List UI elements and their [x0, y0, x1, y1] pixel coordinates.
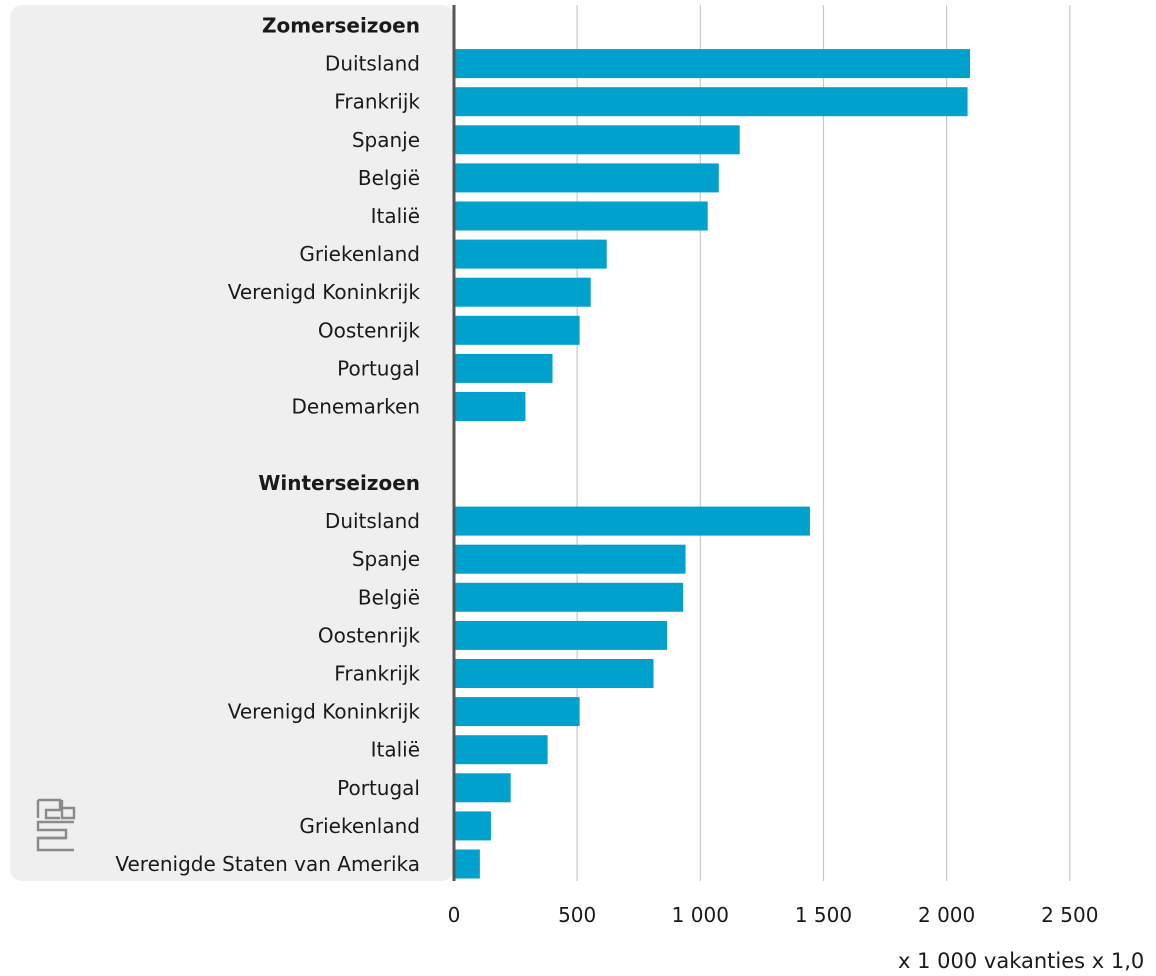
category-label: Portugal — [337, 356, 420, 380]
group-label: Winterseizoen — [258, 471, 420, 495]
bar — [454, 735, 548, 765]
bar — [454, 659, 654, 688]
bar — [454, 392, 526, 421]
category-label: Duitsland — [325, 509, 420, 533]
bar — [454, 811, 491, 841]
category-label: Verenigd Koninkrijk — [228, 280, 421, 304]
bar — [454, 239, 607, 269]
bar — [454, 773, 511, 803]
category-label: Verenigd Koninkrijk — [228, 700, 421, 724]
bar — [454, 506, 810, 536]
bar — [454, 544, 686, 574]
category-label: Frankrijk — [334, 662, 420, 686]
bar — [454, 125, 740, 155]
category-label: Italië — [371, 204, 420, 228]
x-tick-label: 1 500 — [795, 903, 852, 927]
x-tick-labels: 0 500 1 000 1 500 2 000 2 500 — [448, 903, 1099, 927]
bar — [454, 620, 668, 650]
bar — [454, 353, 553, 383]
label-panel — [10, 5, 454, 881]
category-label: Spanje — [352, 128, 420, 152]
x-tick-label: 0 — [448, 903, 461, 927]
category-label: Griekenland — [299, 242, 420, 266]
bar — [454, 697, 580, 727]
bar — [454, 87, 968, 117]
bar — [454, 315, 580, 345]
bar — [454, 49, 971, 79]
category-labels: Zomerseizoen Duitsland Frankrijk Spanje Belg… — [115, 14, 420, 877]
gridlines — [576, 5, 1071, 881]
category-label: Portugal — [337, 776, 420, 800]
bar — [454, 582, 684, 612]
category-label: België — [358, 585, 420, 609]
category-label: België — [358, 166, 420, 190]
x-tick-label: 2 000 — [918, 903, 975, 927]
bar — [454, 201, 708, 231]
bar — [454, 849, 480, 879]
group-label: Zomerseizoen — [262, 14, 420, 38]
cbs-logo-icon — [36, 798, 76, 852]
category-label: Griekenland — [299, 814, 420, 838]
x-axis-unit-label: x 1 000 vakanties x 1,0 — [898, 949, 1144, 973]
bar — [454, 277, 591, 307]
bars — [454, 49, 971, 879]
x-tick-label: 500 — [558, 903, 596, 927]
category-label: Verenigde Staten van Amerika — [115, 852, 420, 876]
category-label: Frankrijk — [334, 90, 420, 114]
category-label: Oostenrijk — [318, 623, 421, 647]
category-label: Duitsland — [325, 52, 420, 76]
category-label: Denemarken — [292, 395, 421, 419]
category-label: Spanje — [352, 547, 420, 571]
x-tick-label: 2 500 — [1041, 903, 1098, 927]
bar — [454, 163, 719, 193]
x-tick-label: 1 000 — [672, 903, 729, 927]
category-label: Italië — [371, 738, 420, 762]
category-label: Oostenrijk — [318, 318, 421, 342]
